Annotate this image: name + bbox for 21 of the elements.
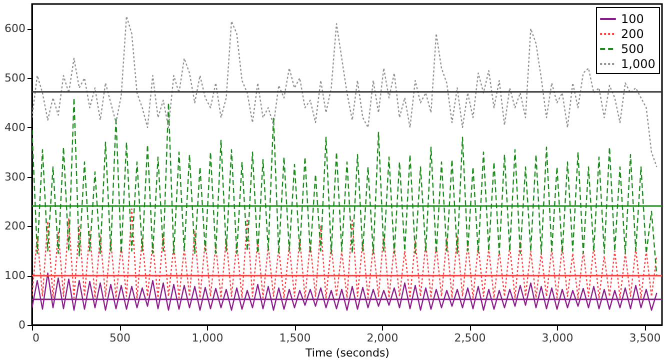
x-tick-label: 0: [32, 332, 40, 344]
x-tick-label: 1,000: [192, 332, 224, 344]
x-tick-label: 500: [110, 332, 130, 344]
x-axis-title: Time (seconds): [304, 346, 390, 360]
x-tick-label: 2,000: [366, 332, 398, 344]
legend-label: 500: [621, 42, 644, 56]
x-tick-label: 1,500: [279, 332, 311, 344]
y-tick-label: 300: [4, 170, 26, 184]
y-tick-label: 600: [4, 22, 26, 36]
x-tick-label: 2,500: [454, 332, 486, 344]
legend-label: 100: [621, 12, 644, 26]
y-tick-label: 200: [4, 220, 26, 233]
y-tick-label: 500: [4, 72, 26, 85]
x-tick-label: 3,000: [542, 332, 574, 344]
line-series: [32, 16, 658, 168]
y-tick-label: 100: [4, 269, 26, 282]
legend-label: 200: [621, 27, 644, 41]
legend-label: 1,000: [621, 57, 656, 71]
x-tick-label: 3,500: [629, 332, 661, 344]
y-tick-label: 0: [18, 318, 26, 332]
y-tick-label: 400: [4, 120, 26, 134]
